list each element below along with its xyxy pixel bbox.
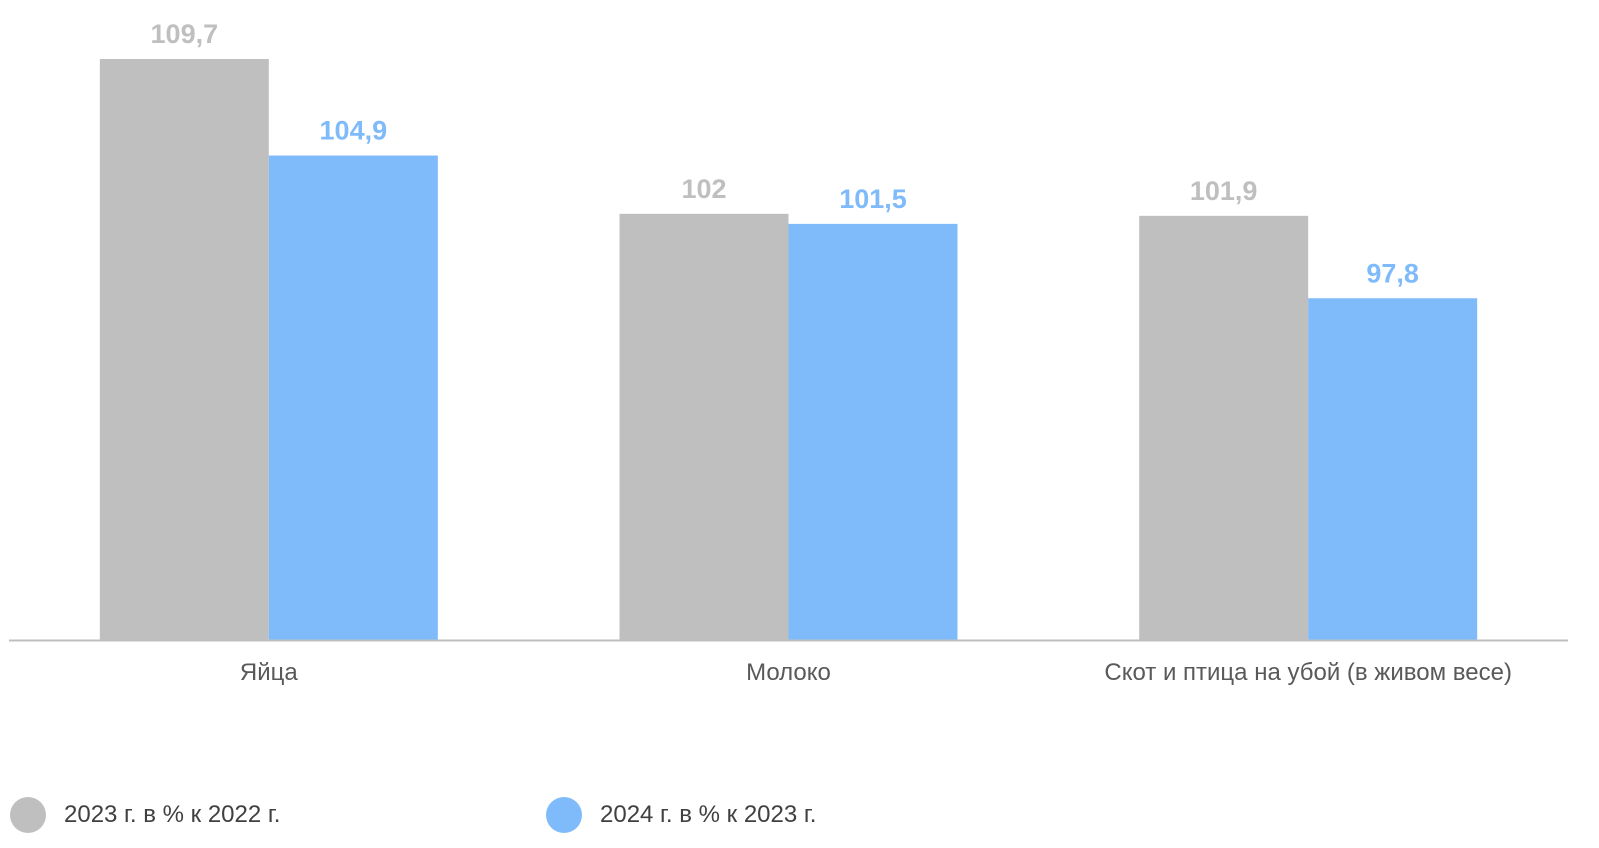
data-label: 109,7: [151, 19, 219, 49]
bar: [1308, 298, 1478, 640]
legend: 2023 г. в % к 2022 г. 2024 г. в % к 2023…: [0, 792, 1599, 838]
legend-item-2024: 2024 г. в % к 2023 г.: [546, 792, 816, 838]
bar: [788, 223, 958, 640]
data-label: 101,9: [1190, 176, 1258, 206]
bar: [268, 155, 438, 640]
bar: [99, 59, 269, 640]
data-label: 102: [681, 174, 726, 204]
data-label: 97,8: [1366, 258, 1419, 288]
data-label: 101,5: [839, 184, 907, 214]
legend-item-2023: 2023 г. в % к 2022 г.: [10, 792, 280, 838]
data-label: 104,9: [320, 116, 388, 146]
legend-swatch-2024: [546, 797, 582, 833]
category-label: Молоко: [746, 659, 831, 686]
legend-label-2024: 2024 г. в % к 2023 г.: [600, 801, 817, 828]
legend-label-2023: 2023 г. в % к 2022 г.: [64, 801, 281, 828]
bar: [619, 213, 789, 641]
bar: [1139, 215, 1309, 640]
category-label: Скот и птица на убой (в живом весе): [1104, 659, 1512, 686]
category-label: Яйца: [240, 659, 298, 686]
legend-swatch-2023: [10, 797, 46, 833]
bar-chart: 109,7 104,9 Яйца 102 101,5 Молоко 101,9 97,8 Ско…: [9, 19, 1568, 686]
